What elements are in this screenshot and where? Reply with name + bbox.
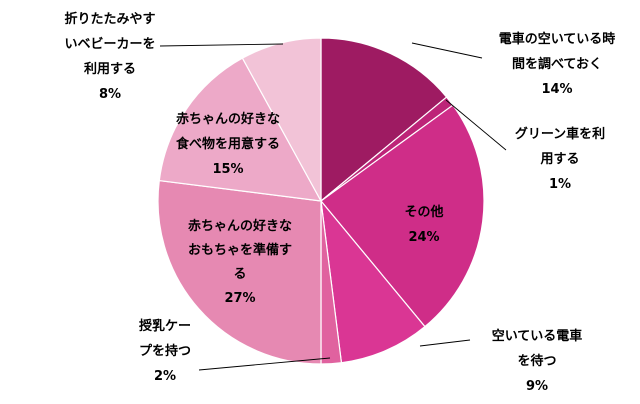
slice-label-line: 赤ちゃんの好きな bbox=[188, 218, 292, 234]
slice-label-line: を待つ bbox=[517, 353, 556, 369]
slice-percent: 9% bbox=[526, 379, 548, 394]
slice-percent: 14% bbox=[541, 82, 572, 97]
slice-label-line: 間を調べておく bbox=[512, 56, 602, 72]
slice-label-line: 電車の空いている時 bbox=[499, 31, 616, 47]
slice-label: 空いている電車を待つ 9% bbox=[492, 328, 583, 394]
slice-label-line: 空いている電車 bbox=[492, 328, 583, 344]
slice-percent: 24% bbox=[408, 230, 439, 245]
slice-label-line: 折りたたみやす bbox=[64, 11, 155, 27]
slice-label-line: 食べ物を用意する bbox=[176, 136, 280, 152]
pie-slice bbox=[241, 37, 322, 202]
leader-lines bbox=[159, 42, 507, 371]
slice-label-line: 利用する bbox=[84, 61, 136, 77]
slice-label-line: おもちゃを準備す bbox=[188, 242, 292, 258]
leader-line bbox=[159, 43, 284, 47]
slice-label-line: 赤ちゃんの好きな bbox=[176, 111, 280, 127]
slice-label: グリーン車を利用する 1% bbox=[515, 126, 605, 192]
pie-slice bbox=[320, 37, 448, 203]
slice-label-line: 用する bbox=[539, 152, 579, 167]
slice-label-line: グリーン車を利 bbox=[515, 126, 605, 142]
leader-line bbox=[198, 357, 331, 371]
pie-slice bbox=[320, 104, 485, 328]
slice-percent: 2% bbox=[154, 369, 176, 384]
slice-label: その他 24% bbox=[404, 204, 443, 245]
pie-slice bbox=[157, 179, 322, 365]
slice-label-line: その他 bbox=[404, 204, 443, 220]
slice-label-line: 授乳ケー bbox=[139, 318, 191, 334]
slice-label: 折りたたみやすいベビーカーを利用する 8% bbox=[64, 11, 155, 102]
leader-line bbox=[445, 99, 507, 151]
pie-slices bbox=[157, 37, 485, 365]
pie-slice bbox=[158, 57, 323, 202]
pie-slice bbox=[320, 199, 426, 364]
slice-percent: 1% bbox=[549, 177, 571, 192]
slice-labels: 電車の空いている時間を調べておく 14% グリーン車を利用する 1% その他 24% 空いて… bbox=[64, 11, 615, 394]
slice-label: 赤ちゃんの好きなおもちゃを準備する 27% bbox=[188, 218, 292, 306]
slice-label: 授乳ケープを持つ 2% bbox=[139, 318, 191, 384]
slice-label-line: る bbox=[233, 267, 246, 282]
slice-label-line: プを持つ bbox=[139, 343, 191, 359]
slice-label-line: いベビーカーを bbox=[64, 36, 155, 52]
slice-percent: 15% bbox=[212, 162, 243, 177]
slice-percent: 27% bbox=[224, 291, 255, 306]
slice-label: 赤ちゃんの好きな食べ物を用意する 15% bbox=[176, 111, 280, 177]
slice-label: 電車の空いている時間を調べておく 14% bbox=[499, 31, 616, 97]
leader-line bbox=[419, 339, 471, 347]
leader-line bbox=[411, 42, 483, 59]
slice-percent: 8% bbox=[99, 87, 121, 102]
